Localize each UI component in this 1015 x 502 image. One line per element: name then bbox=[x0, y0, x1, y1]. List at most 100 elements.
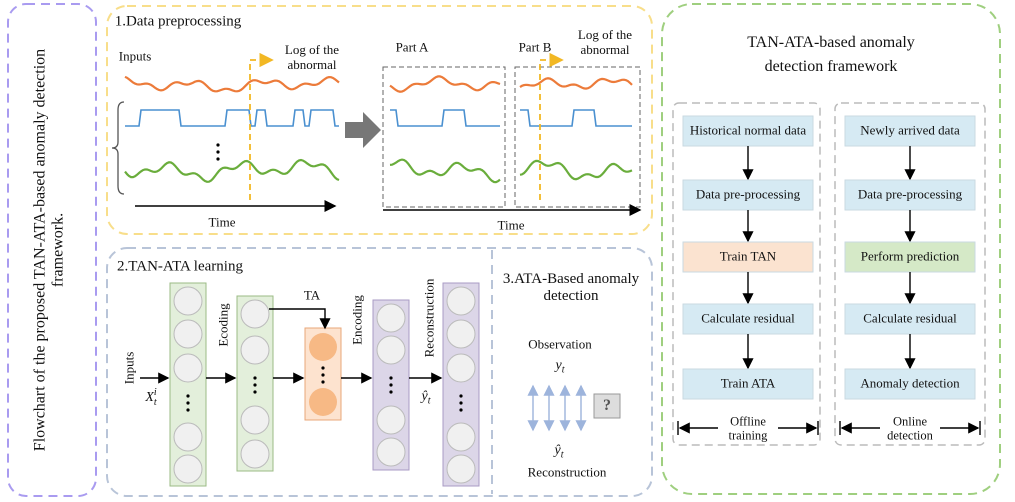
step-label: Train TAN bbox=[719, 248, 777, 264]
output-symbol: ŷt bbox=[422, 389, 431, 407]
step-box bbox=[844, 241, 976, 273]
neuron bbox=[240, 405, 270, 435]
section-title: 2.TAN-ATA learning bbox=[117, 258, 243, 275]
ellipsis-dot bbox=[253, 390, 257, 394]
log-label: Log of the abnormal bbox=[284, 42, 340, 72]
reconstruction-symbol-sub: t bbox=[560, 449, 564, 461]
observation-symbol-sub: t bbox=[561, 364, 565, 376]
ellipsis-dot bbox=[459, 401, 463, 405]
output-symbol-base: ŷ bbox=[421, 388, 428, 404]
neuron bbox=[446, 319, 476, 349]
part-label: Part B bbox=[518, 39, 552, 55]
waveform bbox=[389, 158, 501, 184]
layer bbox=[442, 282, 480, 487]
step-label: Perform prediction bbox=[860, 248, 960, 264]
step-box bbox=[844, 179, 976, 211]
ellipsis-dot bbox=[459, 408, 463, 412]
section-title: 1.Data preprocessing bbox=[114, 13, 242, 30]
reconstruction-label: Reconstruction bbox=[527, 464, 607, 480]
neuron bbox=[173, 319, 203, 349]
ta-label: TA bbox=[303, 287, 321, 303]
step-label: Historical normal data bbox=[689, 122, 807, 138]
layer-label: Ecoding bbox=[215, 303, 231, 347]
ellipsis-dot bbox=[216, 150, 220, 154]
waveform bbox=[125, 109, 339, 127]
ellipsis-dot bbox=[216, 143, 220, 147]
waveform bbox=[124, 75, 340, 93]
neuron bbox=[173, 454, 203, 484]
step-box bbox=[682, 241, 814, 273]
ellipsis-dot bbox=[389, 383, 393, 387]
part-label: Part A bbox=[395, 39, 429, 55]
reconstruction-symbol-base: ŷ bbox=[554, 442, 561, 458]
neuron bbox=[309, 388, 337, 416]
inputs-label: Inputs bbox=[121, 351, 137, 385]
neuron bbox=[173, 286, 203, 316]
step-label: Data pre-processing bbox=[857, 186, 963, 202]
phase-label: Offline training bbox=[718, 414, 778, 444]
ellipsis-dot bbox=[253, 376, 257, 380]
neuron bbox=[446, 286, 476, 316]
step-label: Calculate residual bbox=[863, 310, 957, 326]
layer-label: Reconstruction bbox=[421, 278, 437, 358]
ellipsis-dot bbox=[216, 157, 220, 161]
phase-label: Online detection bbox=[880, 414, 940, 444]
waveform bbox=[124, 158, 340, 183]
step-box bbox=[844, 368, 976, 400]
input-symbol-sub: t bbox=[153, 397, 157, 408]
step-label: Anomaly detection bbox=[860, 375, 960, 391]
neuron bbox=[376, 303, 406, 333]
waveform bbox=[519, 159, 633, 181]
step-label: Newly arrived data bbox=[860, 122, 960, 138]
step-label: Data pre-processing bbox=[695, 186, 801, 202]
layer-label: Encoding bbox=[349, 295, 365, 345]
step-box bbox=[844, 303, 976, 335]
neuron bbox=[376, 405, 406, 435]
step-label: Calculate residual bbox=[701, 310, 795, 326]
ellipsis-dot bbox=[321, 366, 325, 370]
step-box bbox=[682, 303, 814, 335]
ellipsis-dot bbox=[321, 373, 325, 377]
axis-label: Time bbox=[497, 217, 525, 233]
observation-label: Observation bbox=[528, 336, 592, 352]
ellipsis-dot bbox=[389, 390, 393, 394]
output-symbol-sub: t bbox=[427, 395, 431, 407]
axis-label: Time bbox=[208, 214, 236, 230]
ellipsis-dot bbox=[186, 401, 190, 405]
waveform bbox=[520, 109, 632, 127]
neuron bbox=[446, 422, 476, 452]
input-symbol-base: X bbox=[145, 390, 154, 406]
layer bbox=[169, 282, 207, 487]
neuron bbox=[376, 437, 406, 467]
neuron bbox=[240, 335, 270, 365]
step-box bbox=[682, 179, 814, 211]
section-title: 3.ATA-Based anomaly detection bbox=[502, 270, 640, 304]
inputs-label: Inputs bbox=[118, 48, 152, 64]
observation-symbol: yt bbox=[556, 358, 565, 376]
unknown-label: ? bbox=[603, 396, 611, 414]
neuron bbox=[446, 454, 476, 484]
neuron bbox=[173, 353, 203, 383]
reconstruction-symbol: ŷt bbox=[555, 443, 564, 461]
observation-symbol-base: y bbox=[555, 357, 562, 373]
framework-title: TAN-ATA-based anomaly detection framewor… bbox=[747, 34, 915, 75]
step-box bbox=[844, 115, 976, 147]
ellipsis-dot bbox=[459, 394, 463, 398]
neuron bbox=[173, 422, 203, 452]
step-label: Train ATA bbox=[720, 375, 776, 391]
neuron bbox=[240, 299, 270, 329]
step-box bbox=[682, 368, 814, 400]
waveform bbox=[390, 109, 500, 127]
neuron bbox=[240, 439, 270, 469]
ellipsis-dot bbox=[321, 380, 325, 384]
ellipsis-dot bbox=[389, 376, 393, 380]
side-title: Flowchart of the proposed TAN-ATA-based … bbox=[31, 48, 67, 452]
log-label: Log of the abnormal bbox=[577, 27, 633, 57]
input-symbol-sup: i bbox=[153, 387, 157, 398]
ellipsis-dot bbox=[186, 408, 190, 412]
ellipsis-dot bbox=[253, 383, 257, 387]
ellipsis-dot bbox=[186, 394, 190, 398]
